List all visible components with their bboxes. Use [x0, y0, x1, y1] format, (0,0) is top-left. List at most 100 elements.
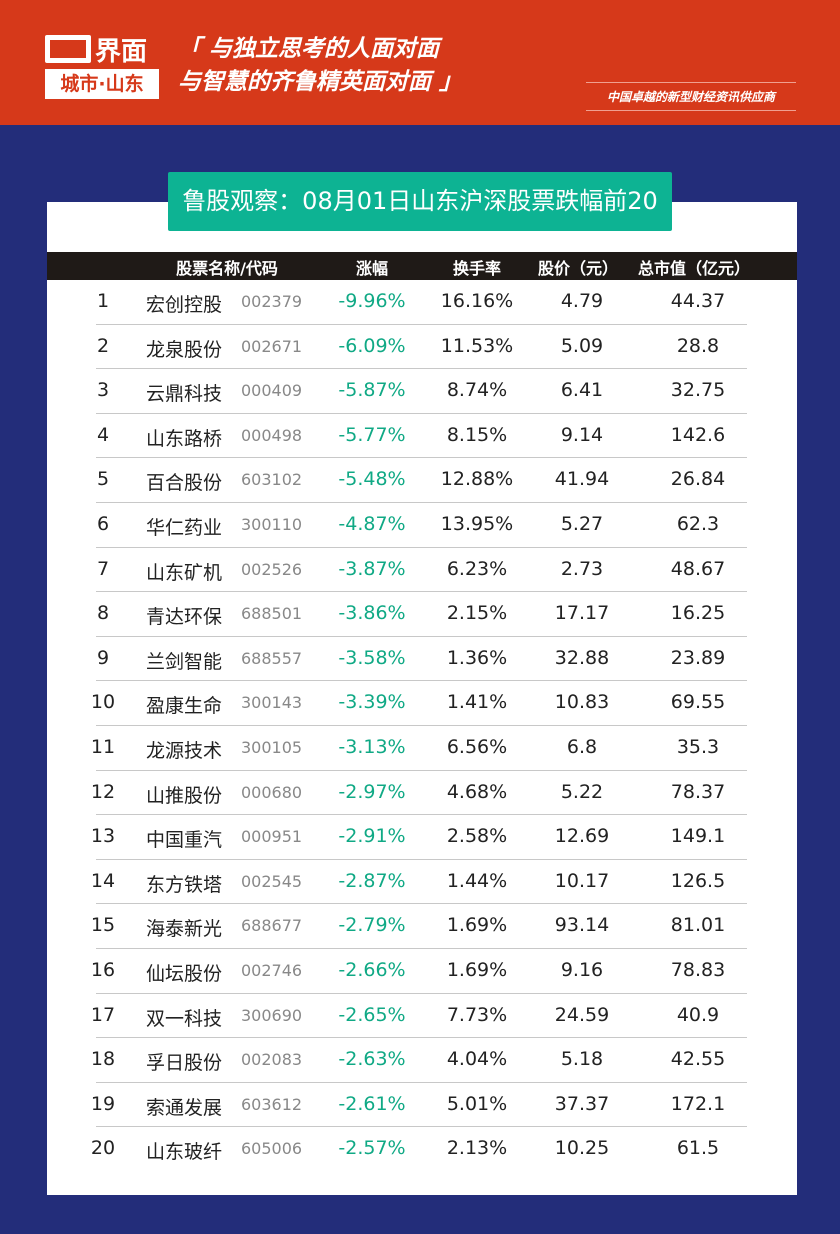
table-row: 17 双一科技 300690 -2.65% 7.73% 24.59 40.9 [91, 994, 747, 1039]
price-cell: 6.8 [566, 735, 598, 758]
slogan: 「 与独立思考的人面对面 与智慧的齐鲁精英面对面 」 [178, 33, 462, 99]
market-cap-cell: 142.6 [670, 423, 726, 446]
stock-code: 300105 [241, 737, 303, 757]
stock-code: 300690 [241, 1005, 303, 1025]
tagline: 中国卓越的新型财经资讯供应商 [586, 82, 796, 111]
stock-code: 688501 [241, 604, 303, 624]
stock-code: 000409 [241, 381, 303, 401]
stock-code: 605006 [241, 1139, 303, 1159]
turnover-cell: 12.88% [440, 468, 514, 491]
change-cell: -4.87% [338, 512, 406, 535]
market-cap-cell: 81.01 [670, 914, 726, 937]
change-cell: -2.79% [338, 914, 406, 937]
change-cell: -2.97% [338, 780, 406, 803]
stock-name: 山东矿机 [146, 561, 223, 584]
table-row: 3 云鼎科技 000409 -5.87% 8.74% 6.41 32.75 [96, 369, 747, 414]
rank-cell: 6 [96, 512, 110, 535]
change-cell: -5.48% [338, 468, 406, 491]
change-cell: -3.86% [338, 602, 406, 625]
stock-name: 盈康生命 [146, 695, 223, 718]
market-cap-cell: 172.1 [670, 1092, 726, 1115]
table-row: 11 龙源技术 300105 -3.13% 6.56% 6.8 35.3 [91, 726, 747, 771]
table-row: 9 兰剑智能 688557 -3.58% 1.36% 32.88 23.89 [96, 637, 747, 682]
market-cap-cell: 23.89 [670, 646, 726, 669]
rank-cell: 1 [96, 290, 110, 312]
change-cell: -2.65% [338, 1003, 406, 1026]
stock-name: 山东路桥 [146, 427, 223, 450]
rank-cell: 8 [96, 602, 110, 625]
rank-cell: 3 [96, 379, 110, 402]
price-cell: 17.17 [554, 602, 610, 625]
jiemian-logo: 界面 城市·山东 [45, 33, 159, 99]
table-row: 6 华仁药业 300110 -4.87% 13.95% 5.27 62.3 [96, 503, 747, 548]
change-cell: -9.96% [338, 290, 406, 312]
slogan-line-1: 「 与独立思考的人面对面 [178, 36, 440, 62]
change-cell: -5.87% [338, 379, 406, 402]
table-row: 1 宏创控股 002379 -9.96% 16.16% 4.79 44.37 [96, 280, 747, 325]
stock-code: 002545 [241, 871, 303, 891]
stock-name: 青达环保 [146, 606, 223, 629]
stock-code: 002526 [241, 559, 303, 579]
slogan-line-2: 与智慧的齐鲁精英面对面 」 [178, 69, 463, 95]
market-cap-cell: 44.37 [670, 290, 726, 312]
stock-name: 双一科技 [146, 1007, 223, 1030]
market-cap-cell: 69.55 [670, 691, 726, 714]
table-row: 15 海泰新光 688677 -2.79% 1.69% 93.14 81.01 [91, 904, 747, 949]
rank-cell: 4 [96, 423, 110, 446]
price-cell: 93.14 [554, 914, 610, 937]
table-body: 1 宏创控股 002379 -9.96% 16.16% 4.79 44.37 2 龙泉股份 002… [47, 280, 797, 1172]
price-cell: 41.94 [554, 468, 610, 491]
price-cell: 10.83 [554, 691, 610, 714]
logo-subtitle: 城市·山东 [45, 69, 159, 99]
stock-name: 兰剑智能 [146, 650, 223, 673]
price-cell: 5.27 [560, 512, 604, 535]
stock-name: 山推股份 [146, 784, 223, 807]
table-header: 股票名称/代码 涨幅 换手率 股价（元） 总市值（亿元） [47, 252, 797, 280]
change-cell: -3.58% [338, 646, 406, 669]
price-cell: 9.16 [560, 958, 604, 981]
rank-cell: 13 [90, 825, 116, 848]
table-row: 7 山东矿机 002526 -3.87% 6.23% 2.73 48.67 [96, 548, 747, 593]
price-cell: 37.37 [554, 1092, 610, 1115]
rank-cell: 11 [90, 735, 116, 758]
table-row: 4 山东路桥 000498 -5.77% 8.15% 9.14 142.6 [96, 414, 747, 459]
turnover-cell: 4.04% [446, 1048, 508, 1071]
rank-cell: 14 [90, 869, 116, 892]
turnover-cell: 4.68% [446, 780, 508, 803]
stock-name: 山东玻纤 [146, 1141, 223, 1164]
turnover-cell: 6.23% [446, 557, 508, 580]
change-cell: -6.09% [338, 334, 406, 357]
change-cell: -2.87% [338, 869, 406, 892]
market-cap-cell: 42.55 [670, 1048, 726, 1071]
rank-cell: 18 [90, 1048, 116, 1071]
table-row: 13 中国重汽 000951 -2.91% 2.58% 12.69 149.1 [91, 815, 747, 860]
price-cell: 6.41 [560, 379, 604, 402]
col-name-code: 股票名称/代码 [176, 259, 278, 278]
table-row: 14 东方铁塔 002545 -2.87% 1.44% 10.17 126.5 [91, 860, 747, 905]
table-row: 2 龙泉股份 002671 -6.09% 11.53% 5.09 28.8 [96, 325, 747, 370]
price-cell: 5.22 [560, 780, 604, 803]
change-cell: -2.91% [338, 825, 406, 848]
stock-code: 002671 [241, 336, 303, 356]
change-cell: -3.87% [338, 557, 406, 580]
price-cell: 9.14 [560, 423, 604, 446]
rank-cell: 12 [90, 780, 116, 803]
logo-frame-icon [45, 35, 91, 63]
stock-code: 002379 [241, 292, 303, 311]
change-cell: -2.63% [338, 1048, 406, 1071]
market-cap-cell: 61.5 [676, 1137, 720, 1160]
stock-code: 000951 [241, 827, 303, 847]
stock-name: 仙坛股份 [146, 962, 223, 985]
change-cell: -2.61% [338, 1092, 406, 1115]
market-cap-cell: 149.1 [670, 825, 726, 848]
turnover-cell: 1.44% [446, 869, 508, 892]
header-banner: 界面 城市·山东 「 与独立思考的人面对面 与智慧的齐鲁精英面对面 」 中国卓越… [0, 0, 840, 125]
col-market-cap: 总市值（亿元） [637, 259, 751, 278]
rank-cell: 17 [90, 1003, 116, 1026]
rank-cell: 9 [96, 646, 110, 669]
change-cell: -3.39% [338, 691, 406, 714]
stock-name: 宏创控股 [146, 294, 223, 316]
price-cell: 10.25 [554, 1137, 610, 1160]
market-cap-cell: 78.37 [670, 780, 726, 803]
rank-cell: 20 [90, 1137, 116, 1160]
